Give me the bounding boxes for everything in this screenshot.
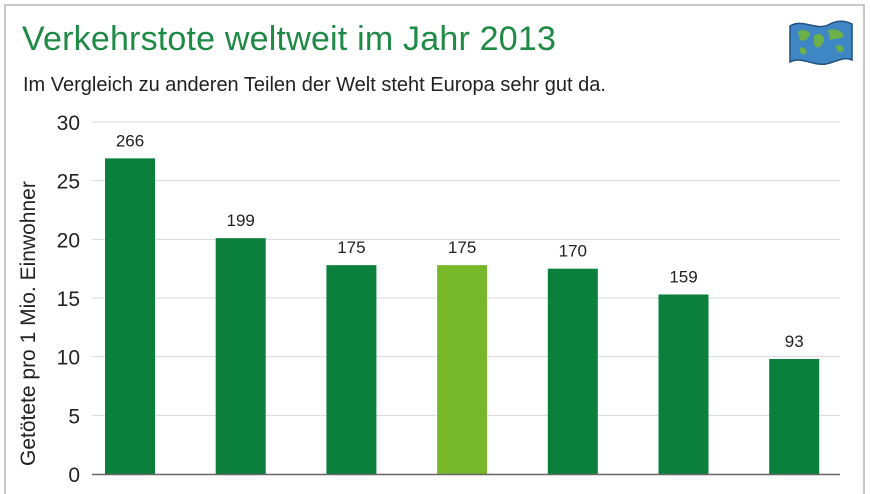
bar (658, 294, 709, 474)
data-label: 266 (116, 131, 144, 150)
y-tick-label: 20 (57, 229, 80, 252)
bar (547, 268, 598, 474)
data-label: 93 (785, 332, 804, 351)
y-tick-label: 25 (57, 171, 80, 194)
data-label: 175 (337, 238, 365, 257)
data-label: 170 (559, 242, 587, 261)
world-map-flag-icon (789, 20, 853, 65)
data-label: 159 (669, 267, 697, 286)
bar (326, 265, 377, 474)
bar (437, 265, 488, 474)
data-label: 199 (227, 211, 255, 230)
y-axis-label: Getötete pro 1 Mio. Einwohner (17, 181, 40, 466)
chart-title: Verkehrstote weltweit im Jahr 2013 (22, 20, 557, 58)
bar (769, 359, 820, 474)
data-label: 175 (448, 238, 476, 257)
y-tick-label: 10 (57, 347, 80, 370)
y-tick-label: 15 (57, 288, 80, 311)
y-tick-label: 0 (68, 464, 80, 487)
y-tick-label: 5 (68, 405, 80, 428)
chart-subtitle: Im Vergleich zu anderen Teilen der Welt … (23, 74, 606, 96)
bar (215, 238, 266, 474)
bar (105, 158, 155, 474)
y-tick-label: 30 (57, 112, 80, 135)
